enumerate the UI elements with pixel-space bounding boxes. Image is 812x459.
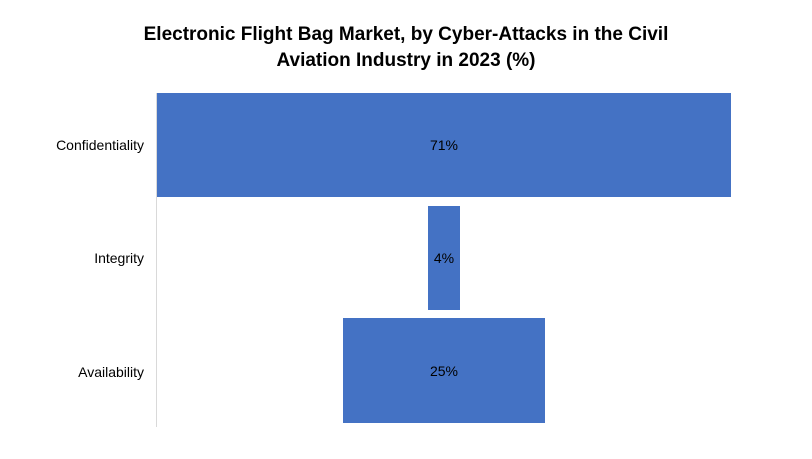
bar-availability: 25% (343, 318, 545, 423)
bar-confidentiality: 71% (157, 93, 731, 197)
category-label-availability: Availability (78, 364, 144, 380)
bar-integrity: 4% (428, 206, 460, 310)
chart-title: Electronic Flight Bag Market, by Cyber-A… (0, 22, 812, 74)
category-label-integrity: Integrity (94, 250, 144, 266)
category-label-confidentiality: Confidentiality (56, 137, 144, 153)
data-label-confidentiality: 71% (429, 137, 459, 153)
data-label-availability: 25% (429, 362, 459, 379)
chart-title-line-2: Aviation Industry in 2023 (%) (276, 50, 536, 71)
data-label-integrity: 4% (433, 250, 455, 266)
category-axis-line (156, 93, 157, 427)
chart-title-line-1: Electronic Flight Bag Market, by Cyber-A… (143, 24, 669, 45)
